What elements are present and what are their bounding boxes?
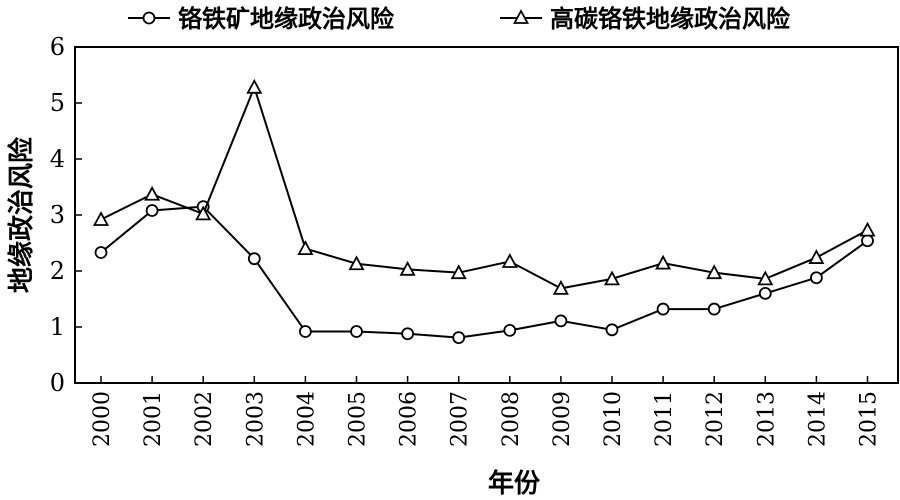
data-point-triangle: [399, 260, 416, 276]
data-point-circle: [707, 302, 721, 316]
x-tick-label: 2007: [448, 391, 473, 447]
y-tick-label: 4: [50, 145, 65, 173]
data-point-circle: [810, 271, 823, 285]
legend-label-ferrochrome: 高碳铬铁地缘政治风险: [550, 4, 791, 33]
plot-area: 0 1 2 3 4 5 6 2000 2001 2002 2003 2004 2005 2006 2007 2…: [50, 33, 899, 447]
legend: 铬铁矿地缘政治风险 高碳铬铁地缘政治风险: [128, 4, 791, 33]
legend-item-ferrochrome: 高碳铬铁地缘政治风险: [500, 4, 791, 33]
x-tick-label: 2005: [346, 391, 371, 447]
x-tick-label: 2002: [192, 391, 217, 447]
data-point-circle: [554, 314, 568, 328]
data-point-circle: [503, 323, 517, 337]
y-tick-label: 2: [50, 257, 65, 285]
data-point-circle: [401, 327, 415, 341]
x-tick-label: 2008: [499, 391, 524, 447]
series-line-0: [100, 205, 869, 339]
x-tick-label: 2014: [805, 391, 830, 447]
y-tick-label: 3: [50, 201, 65, 229]
x-axis-title: 年份: [488, 468, 540, 499]
data-point-triangle: [501, 253, 518, 268]
data-point-triangle: [450, 264, 467, 280]
data-point-circle: [145, 204, 159, 217]
x-tick-label: 2000: [90, 391, 115, 447]
y-tick-label: 6: [50, 33, 65, 61]
x-tick-label: 2003: [243, 391, 268, 447]
data-point-triangle: [757, 270, 774, 286]
data-point-circle: [247, 252, 261, 266]
data-point-triangle: [92, 211, 110, 226]
legend-item-chromite: 铬铁矿地缘政治风险: [128, 4, 395, 33]
data-point-triangle: [655, 254, 672, 270]
x-tick-label: 2011: [652, 391, 677, 447]
data-point-circle: [758, 286, 772, 300]
data-point-circle: [350, 325, 363, 338]
x-tick-label: 2013: [754, 391, 779, 447]
x-tick-label: 2010: [601, 391, 626, 447]
y-tick-label: 5: [50, 89, 65, 117]
x-tick-label: 2012: [703, 391, 728, 447]
y-tick-label: 0: [50, 369, 65, 397]
x-tick-label: 2015: [857, 391, 882, 447]
x-tick-label: 2006: [397, 391, 422, 447]
data-point-triangle: [552, 279, 569, 295]
data-point-triangle: [603, 270, 621, 286]
data-point-triangle: [859, 221, 876, 237]
data-point-circle: [605, 323, 619, 337]
y-axis-title: 地缘政治风险: [6, 136, 37, 293]
y-tick-label: 1: [50, 313, 65, 341]
series-line-1: [100, 86, 868, 290]
x-tick-label: 2009: [550, 391, 575, 447]
data-point-triangle: [246, 78, 263, 94]
data-point-triangle: [144, 185, 161, 201]
data-point-triangle: [195, 205, 212, 221]
data-point-triangle: [808, 249, 825, 264]
data-point-circle: [298, 325, 312, 338]
x-tick-label: 2004: [294, 391, 319, 447]
legend-label-chromite: 铬铁矿地缘政治风险: [178, 4, 395, 33]
x-tick-label: 2001: [141, 391, 166, 447]
data-point-circle: [452, 331, 466, 345]
data-point-triangle: [348, 255, 365, 271]
data-point-circle: [94, 246, 108, 259]
data-point-circle: [861, 234, 874, 248]
data-point-circle: [656, 302, 670, 316]
data-point-triangle: [297, 240, 314, 256]
data-point-triangle: [706, 264, 723, 280]
